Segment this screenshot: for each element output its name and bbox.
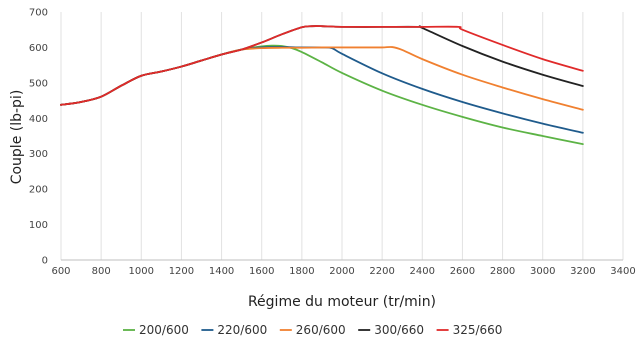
x-tick-label: 3400: [610, 266, 635, 277]
series-layer: [61, 26, 583, 144]
x-tick-label: 2600: [450, 266, 475, 277]
legend: 200/600 220/600 260/600 300/660 325/660: [123, 323, 502, 337]
series-line-220-600: [61, 47, 583, 133]
y-tick-label: 0: [42, 256, 48, 267]
x-tick-label: 600: [51, 266, 70, 277]
y-tick-label: 300: [29, 149, 48, 160]
x-tick-label: 1400: [209, 266, 234, 277]
series-line-200-600: [61, 46, 583, 145]
y-tick-label: 100: [29, 220, 48, 231]
x-tick-label: 3000: [530, 266, 555, 277]
legend-label: 260/600: [296, 323, 346, 337]
x-tick-label: 2400: [410, 266, 435, 277]
legend-item: 325/660: [437, 323, 503, 337]
x-axis-title: Régime du moteur (tr/min): [248, 294, 436, 310]
x-tick-label: 2800: [490, 266, 515, 277]
y-tick-label: 600: [29, 43, 48, 54]
y-axis-title: Couple (lb-pi): [9, 90, 25, 185]
y-tick-label: 200: [29, 185, 48, 196]
series-line-325-660: [61, 26, 583, 105]
legend-label: 325/660: [453, 323, 503, 337]
x-tick-label: 1200: [169, 266, 194, 277]
legend-item: 200/600: [123, 323, 189, 337]
series-line-260-600: [61, 47, 583, 110]
x-tick-label: 3200: [570, 266, 595, 277]
y-tick-label: 500: [29, 78, 48, 89]
x-tick-label: 800: [92, 266, 111, 277]
legend-label: 220/600: [217, 323, 267, 337]
series-line-300-660: [61, 26, 583, 105]
x-tick-label: 2200: [369, 266, 394, 277]
legend-item: 300/660: [358, 323, 424, 337]
legend-label: 300/660: [374, 323, 424, 337]
legend-item: 220/600: [201, 323, 267, 337]
legend-label: 200/600: [139, 323, 189, 337]
y-tick-label: 400: [29, 114, 48, 125]
legend-item: 260/600: [280, 323, 346, 337]
x-tick-label: 2000: [329, 266, 354, 277]
x-tick-label: 1600: [249, 266, 274, 277]
x-tick-label: 1000: [129, 266, 154, 277]
x-tick-label: 1800: [289, 266, 314, 277]
y-tick-label: 700: [29, 8, 48, 19]
